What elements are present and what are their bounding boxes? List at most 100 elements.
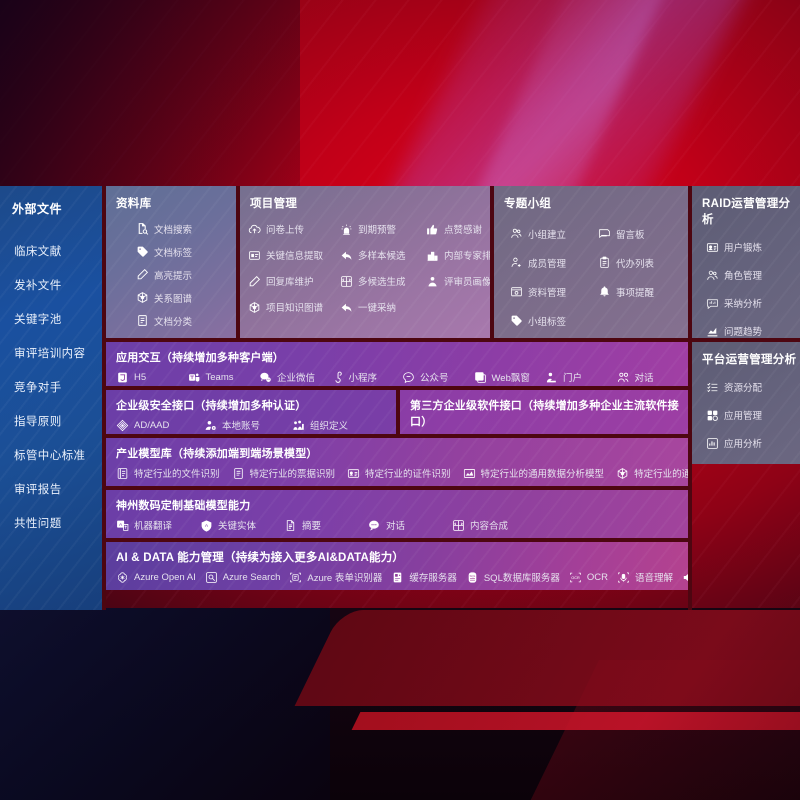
group-item-message-board[interactable]: 留言板 <box>598 219 686 248</box>
aidata-item-tts[interactable]: TTS <box>682 571 688 584</box>
project-item-due-alert[interactable]: 到期预警 <box>340 216 426 242</box>
industry-item-knowledge-graph-model[interactable]: 特定行业的通用知识图谱模型 <box>616 466 688 480</box>
sidebar-item-guidelines[interactable]: 指导原则 <box>14 416 62 428</box>
sidebar-item-competitors[interactable]: 竞争对手 <box>14 382 62 394</box>
project-item-questionnaire-upload[interactable]: 问卷上传 <box>248 216 340 242</box>
industry-item-data-analysis-model[interactable]: 特定行业的通用数据分析模型 <box>463 466 605 480</box>
sidebar-item-keyword-pool[interactable]: 关键字池 <box>14 314 62 326</box>
library-item-doc-search[interactable]: 文档搜索 <box>106 217 236 240</box>
dcits-item-dialog[interactable]: 对话 <box>368 518 452 532</box>
bar-ai-data-title: AI & DATA 能力管理（持续为接入更多AI&DATA能力） <box>116 552 405 564</box>
group-item-label: 小组标签 <box>528 316 567 328</box>
appint-item-h5[interactable]: H5 <box>116 371 188 384</box>
project-item-reviewer-portrait[interactable]: 评审员画像 <box>426 268 490 294</box>
raid-item-adoption-analysis[interactable]: 采纳分析 <box>692 289 800 317</box>
raid-item-label: 角色管理 <box>724 271 763 282</box>
project-item-multi-candidate-gen[interactable]: 多候选生成 <box>340 268 426 294</box>
project-item-thanks-like[interactable]: 点赞感谢 <box>426 216 490 242</box>
industry-item-id-recognition[interactable]: 特定行业的证件识别 <box>347 466 451 480</box>
raid-item-issue-trend[interactable]: 问题趋势 <box>692 317 800 338</box>
group-item-todo-list[interactable]: 代办列表 <box>598 248 686 277</box>
platform-item-resource-allocation[interactable]: 资源分配 <box>692 373 800 401</box>
dcits-item-content-synthesis[interactable]: 内容合成 <box>452 518 536 532</box>
security-item-local-account[interactable]: 本地账号 <box>204 418 292 432</box>
security-item-label: AD/AAD <box>134 419 170 431</box>
separator-vertical-proj-group <box>490 186 494 338</box>
project-item-expert-ranking[interactable]: 内部专家排名 <box>426 242 490 268</box>
aidata-item-label: 缓存服务器 <box>409 573 457 584</box>
sidebar-item-clinical-literature[interactable]: 临床文献 <box>14 246 62 258</box>
bar-industry-models: 产业模型库（持续添加端到端场景模型） 特定行业的文件识别 特定行业的票据识别 特… <box>106 438 688 486</box>
architecture-dashboard: 外部文件 临床文献 发补文件 关键字池 审评培训内容 竞争对手 指导原则 标管中… <box>0 186 800 610</box>
knowledge-graph-icon <box>616 467 629 480</box>
library-item-doc-tag[interactable]: 文档标签 <box>106 240 236 263</box>
library-item-highlight[interactable]: 高亮提示 <box>106 263 236 286</box>
appint-item-official-account[interactable]: 公众号 <box>402 370 474 384</box>
project-item-key-info-extract[interactable]: 关键信息提取 <box>248 242 340 268</box>
separator-horizontal-sec <box>106 434 688 438</box>
platform-item-app-manage[interactable]: 应用管理 <box>692 401 800 429</box>
aidata-item-sql-db-server[interactable]: SQL SQL数据库服务器 <box>466 570 560 584</box>
panel-group-items: 小组建立 留言板 成员管理 代办列表 资料管理 事项提醒 <box>510 219 688 335</box>
arrow-left-icon <box>340 301 353 314</box>
separator-horizontal-ind <box>106 486 688 490</box>
appint-item-label: 企业微信 <box>277 373 316 384</box>
appint-item-web-popup[interactable]: Web飘窗 <box>474 370 546 384</box>
industry-item-label: 特定行业的通用数据分析模型 <box>480 469 605 480</box>
aidata-item-form-recognizer[interactable]: Azure 表单识别器 <box>289 570 382 584</box>
dcits-item-summary[interactable]: 摘要 <box>284 518 368 532</box>
sidebar-item-supplement-docs[interactable]: 发补文件 <box>14 280 62 292</box>
project-item-label: 项目知识图谱 <box>266 303 324 314</box>
aidata-item-azure-openai[interactable]: Azure Open AI <box>116 571 196 584</box>
sidebar-item-review-training[interactable]: 审评培训内容 <box>14 348 86 360</box>
aidata-item-speech-understanding[interactable]: 语音理解 <box>617 570 673 584</box>
dcits-item-machine-translate[interactable]: A 机器翻译 <box>116 518 200 532</box>
platform-item-label: 资源分配 <box>724 383 763 394</box>
aidata-item-cache-server[interactable]: 缓存服务器 <box>391 570 457 584</box>
project-item-label: 关键信息提取 <box>266 251 324 262</box>
group-item-create-group[interactable]: 小组建立 <box>510 219 598 248</box>
archive-icon <box>510 285 523 298</box>
industry-item-receipt-recognition[interactable]: 特定行业的票据识别 <box>232 466 335 480</box>
aidata-item-ocr[interactable]: OCR OCR <box>569 571 608 584</box>
security-item-org-define[interactable]: 组织定义 <box>292 418 380 432</box>
sidebar-item-standards-center[interactable]: 标管中心标准 <box>14 450 86 462</box>
appint-item-dialog[interactable]: 对话 <box>617 370 689 384</box>
local-account-icon <box>204 419 217 432</box>
security-item-ad-aad[interactable]: AD/AAD <box>116 419 204 432</box>
group-item-group-tag[interactable]: 小组标签 <box>510 306 598 335</box>
project-item-one-click-adopt[interactable]: 一键采纳 <box>340 294 426 320</box>
shield-diamond-icon <box>116 419 129 432</box>
raid-item-user-profile[interactable]: 用户锻炼 <box>692 233 800 261</box>
appint-item-miniprogram[interactable]: 小程序 <box>331 370 403 384</box>
raid-item-role-manage[interactable]: 角色管理 <box>692 261 800 289</box>
industry-item-file-recognition[interactable]: 特定行业的文件识别 <box>116 466 220 480</box>
group-item-member-manage[interactable]: 成员管理 <box>510 248 598 277</box>
sidebar-item-review-report[interactable]: 审评报告 <box>14 484 62 496</box>
project-item-multi-sample-candidate[interactable]: 多样本候选 <box>340 242 426 268</box>
group-item-reminder[interactable]: 事项提醒 <box>598 277 686 306</box>
sidebar-item-common-issues[interactable]: 共性问题 <box>14 518 62 530</box>
svg-text:A: A <box>205 523 209 529</box>
aidata-item-azure-search[interactable]: Azure Search <box>205 571 280 584</box>
appint-item-label: 公众号 <box>420 373 449 384</box>
panel-library-title: 资料库 <box>116 198 152 210</box>
alarm-light-icon <box>340 223 353 236</box>
appint-item-portal[interactable]: 门户 <box>545 370 617 384</box>
dcits-item-label: 对话 <box>386 521 406 532</box>
group-item-material-manage[interactable]: 资料管理 <box>510 277 598 306</box>
panel-group-title: 专题小组 <box>504 198 552 210</box>
platform-item-app-analysis[interactable]: 应用分析 <box>692 429 800 457</box>
project-item-label: 点赞感谢 <box>444 225 483 236</box>
dcits-item-key-entity[interactable]: A 关键实体 <box>200 518 284 532</box>
speech-icon <box>617 571 630 584</box>
project-item-reply-library[interactable]: 回复库维护 <box>248 268 340 294</box>
library-item-doc-classify[interactable]: 文档分类 <box>106 309 236 332</box>
appint-item-teams[interactable]: Teams <box>188 371 260 384</box>
appint-item-label: Web飘窗 <box>491 373 530 384</box>
library-item-relation-graph[interactable]: 关系图谱 <box>106 286 236 309</box>
appint-item-wecom[interactable]: 企业微信 <box>259 370 331 384</box>
summary-icon <box>284 519 297 532</box>
project-item-knowledge-graph[interactable]: 项目知识图谱 <box>248 294 340 320</box>
industry-item-label: 特定行业的通用知识图谱模型 <box>634 469 688 480</box>
